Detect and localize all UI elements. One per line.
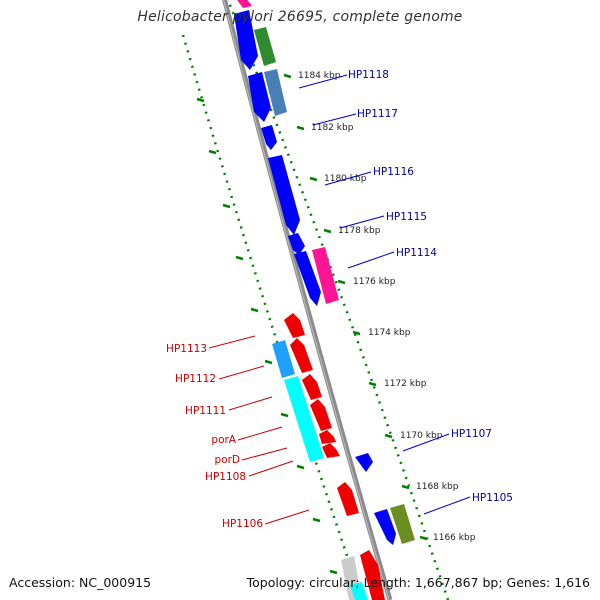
gene-arrow[interactable] — [319, 430, 336, 444]
major-tick — [329, 569, 338, 575]
gene-arrow[interactable] — [234, 10, 258, 70]
gene-arrow[interactable] — [310, 399, 332, 431]
map-title: Helicobacter pylori 26695, complete geno… — [137, 9, 463, 25]
major-tick — [264, 359, 273, 365]
major-ticks — [196, 73, 428, 575]
gene-label-hp1114[interactable]: HP1114 — [396, 247, 437, 259]
scale-label: 1172 kbp — [384, 379, 427, 389]
gene-arrow[interactable] — [322, 443, 340, 458]
gene-arrow[interactable] — [284, 313, 305, 338]
major-tick — [323, 228, 332, 234]
gene-arrow[interactable] — [355, 453, 373, 472]
gene-label-hp1111[interactable]: HP1111 — [185, 405, 226, 417]
reverse-strand-genes — [272, 313, 385, 600]
gene-label-pord[interactable]: porD — [215, 454, 241, 466]
gene-label-hp1118[interactable]: HP1118 — [348, 69, 389, 81]
gene-arrow[interactable] — [350, 582, 368, 600]
gene-label-hp1106[interactable]: HP1106 — [222, 518, 263, 530]
gene-arrow[interactable] — [390, 504, 415, 544]
gene-arrow[interactable] — [302, 374, 322, 400]
inner-tick-arc — [181, 34, 364, 600]
scale-label: 1166 kbp — [433, 533, 476, 543]
gene-label-hp1117[interactable]: HP1117 — [357, 108, 398, 120]
gene-arrow[interactable] — [290, 338, 313, 373]
major-tick — [296, 464, 305, 470]
gene-label-hp1108[interactable]: HP1108 — [205, 471, 246, 483]
scale-label: 1176 kbp — [353, 277, 396, 287]
major-tick — [196, 97, 205, 103]
gene-arrow[interactable] — [337, 482, 359, 516]
gene-arrow[interactable] — [248, 72, 271, 122]
major-tick — [309, 176, 318, 182]
scale-labels: 1184 kbp 1182 kbp 1180 kbp 1178 kbp 1176… — [298, 71, 476, 543]
major-tick — [283, 73, 292, 79]
major-tick — [296, 125, 305, 131]
gene-arrow[interactable] — [288, 233, 305, 255]
major-tick — [419, 535, 428, 541]
gene-arrow[interactable] — [374, 509, 396, 545]
gene-arrow[interactable] — [264, 69, 287, 116]
major-tick — [401, 484, 410, 490]
major-tick — [352, 330, 361, 336]
gene-label-hp1113[interactable]: HP1113 — [166, 343, 207, 355]
major-tick — [280, 412, 289, 418]
gene-arrow[interactable] — [272, 340, 295, 378]
scale-label: 1168 kbp — [416, 482, 459, 492]
major-tick — [368, 381, 377, 387]
gene-label-hp1112[interactable]: HP1112 — [175, 373, 216, 385]
gene-arrow[interactable] — [261, 125, 277, 150]
major-tick — [312, 517, 321, 523]
major-tick — [384, 433, 393, 439]
major-tick — [208, 149, 217, 155]
scale-label: 1174 kbp — [368, 328, 411, 338]
outer-tick-arc — [226, 0, 450, 600]
major-tick — [250, 307, 259, 313]
label-leaders — [208, 74, 471, 525]
genome-summary-text: Topology: circular; Length: 1,667,867 bp… — [246, 575, 590, 590]
scale-label: 1170 kbp — [400, 431, 443, 441]
gene-label-hp1105[interactable]: HP1105 — [472, 492, 513, 504]
gene-label-hp1107[interactable]: HP1107 — [451, 428, 492, 440]
backbone-highlight — [223, 0, 390, 600]
backbone — [222, 0, 393, 600]
accession-text: Accession: NC_000915 — [9, 575, 152, 590]
gene-arrow[interactable] — [360, 550, 385, 600]
gene-label-hp1115[interactable]: HP1115 — [386, 211, 427, 223]
gene-arrow[interactable] — [312, 247, 339, 304]
scale-label: 1184 kbp — [298, 71, 341, 81]
gene-label-hp1116[interactable]: HP1116 — [373, 166, 414, 178]
gene-arrow[interactable] — [254, 27, 276, 66]
gene-arrow[interactable] — [284, 376, 324, 462]
gene-arrow[interactable] — [268, 155, 300, 235]
scale-label: 1182 kbp — [311, 123, 354, 133]
gene-arrow[interactable] — [237, 0, 252, 8]
gene-labels: HP1118 HP1117 HP1116 HP1115 HP1114 HP110… — [166, 69, 513, 530]
gene-label-pora[interactable]: porA — [211, 434, 236, 446]
scale-label: 1178 kbp — [338, 226, 381, 236]
forward-strand-genes — [234, 0, 415, 545]
major-tick — [337, 279, 346, 285]
major-tick — [222, 203, 231, 209]
major-tick — [235, 255, 244, 261]
gene-arrow[interactable] — [294, 251, 321, 306]
